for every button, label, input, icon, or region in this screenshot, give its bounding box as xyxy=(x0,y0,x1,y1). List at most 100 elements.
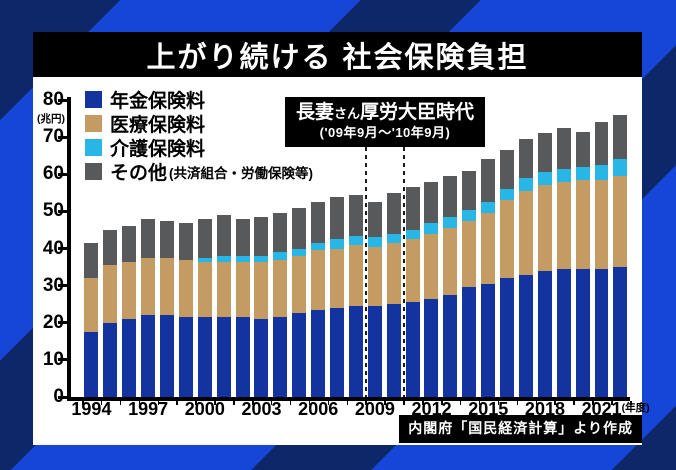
bar-2000-segment xyxy=(197,317,212,397)
bar-2020-segment xyxy=(575,179,590,269)
bar-2016-segment xyxy=(500,278,515,397)
bar-2020-segment xyxy=(575,166,590,180)
page-title: 上がり続ける 社会保険負担 xyxy=(146,41,529,74)
bar-2003-segment xyxy=(254,255,269,262)
bar-1998-segment xyxy=(160,315,174,397)
bar-2010-segment xyxy=(386,192,401,234)
bar-2013-segment xyxy=(443,176,458,217)
bar-slot-2007 xyxy=(328,100,347,397)
bar-slot-2005 xyxy=(290,100,309,397)
bar-2004-segment xyxy=(273,252,288,260)
bar-slot-1999 xyxy=(176,100,195,397)
bar-2015 xyxy=(481,159,496,397)
bar-2013-segment xyxy=(443,228,458,295)
bar-2007 xyxy=(330,196,344,397)
bar-2009-segment xyxy=(367,237,382,247)
bar-2014-segment xyxy=(462,209,477,221)
bar-2009 xyxy=(367,202,382,397)
bar-2007-segment xyxy=(330,196,344,240)
bar-2012-segment xyxy=(424,298,439,397)
bar-2002-segment xyxy=(235,317,250,397)
bar-2015-segment xyxy=(481,213,496,284)
bar-2006-segment xyxy=(311,242,326,251)
bar-2002 xyxy=(235,218,250,397)
bar-2017 xyxy=(518,139,533,397)
bar-2012-segment xyxy=(424,222,439,234)
bar-1994-segment xyxy=(84,332,99,397)
x-tick xyxy=(592,400,594,405)
bar-2016-segment xyxy=(500,150,515,190)
bar-2007-segment xyxy=(330,248,344,308)
x-tick xyxy=(365,400,367,405)
y-axis-unit: (兆円) xyxy=(37,113,65,125)
bar-2018-segment xyxy=(537,172,552,186)
bar-2006-segment xyxy=(311,309,326,397)
bar-2021-segment xyxy=(594,179,609,269)
y-tick-label-0: 0 xyxy=(53,386,64,407)
bar-1999 xyxy=(178,222,193,397)
bar-2022-segment xyxy=(613,159,628,177)
legend-label-nursing: 介護保険料 xyxy=(110,139,206,160)
bar-2005-segment xyxy=(292,248,307,256)
bar-1995 xyxy=(103,229,118,397)
x-label-1994: 1994 xyxy=(71,399,112,419)
x-tick xyxy=(195,400,197,405)
x-tick xyxy=(573,400,575,405)
y-axis-line xyxy=(67,97,71,400)
bars-area xyxy=(70,100,630,397)
bar-2013-segment xyxy=(443,216,458,229)
x-tick xyxy=(611,400,613,405)
x-tick xyxy=(403,400,405,405)
bar-2009-segment xyxy=(367,306,382,397)
bar-2008-segment xyxy=(348,244,363,307)
y-tick-label-30: 30 xyxy=(42,274,64,296)
bar-1995-segment xyxy=(103,265,118,323)
bar-2003 xyxy=(254,216,269,397)
bar-2017-segment xyxy=(518,177,533,191)
x-tick xyxy=(214,400,216,405)
bar-2019 xyxy=(556,127,571,397)
bar-2017-segment xyxy=(518,139,533,178)
y-tick-label-70: 70 xyxy=(42,126,64,148)
bar-2008-segment xyxy=(348,235,363,245)
bar-1997 xyxy=(141,218,156,397)
bar-2000-segment xyxy=(197,218,212,258)
bar-1995-segment xyxy=(103,322,118,397)
bar-2018-segment xyxy=(537,133,552,173)
legend-swatch-other xyxy=(85,163,102,180)
bar-2001-segment xyxy=(216,215,231,256)
bar-2015-segment xyxy=(481,159,496,203)
bar-slot-2012 xyxy=(422,100,441,397)
bar-slot-2004 xyxy=(271,100,290,397)
bar-2014-segment xyxy=(462,287,477,397)
y-tick-10 xyxy=(58,358,68,362)
y-tick-60 xyxy=(58,172,68,176)
bar-2022-segment xyxy=(613,176,628,268)
bar-1994-segment xyxy=(84,242,99,279)
bar-slot-2019 xyxy=(554,100,573,397)
bar-1997-segment xyxy=(141,257,156,316)
x-label-2006: 2006 xyxy=(298,399,339,419)
bar-2011-segment xyxy=(405,302,420,397)
legend-swatch-nursing xyxy=(85,139,102,156)
bar-2001-segment xyxy=(216,255,231,262)
bar-slot-2015 xyxy=(479,100,498,397)
bar-2003-segment xyxy=(254,216,269,256)
x-tick xyxy=(516,400,519,405)
annotation-title: 長妻さん厚労大臣時代 xyxy=(295,102,475,123)
x-tick xyxy=(459,400,462,405)
bar-slot-1994 xyxy=(82,100,101,397)
y-tick-30 xyxy=(58,284,68,288)
bar-2012 xyxy=(424,181,439,397)
bar-2018 xyxy=(537,133,552,397)
bar-2011-segment xyxy=(405,187,420,230)
annotation-period: ('09年9月～'10年9月) xyxy=(319,125,451,140)
bar-slot-2021 xyxy=(592,100,611,397)
bar-2006 xyxy=(311,202,326,397)
bar-2011-segment xyxy=(405,229,420,240)
bar-slot-2003 xyxy=(252,100,271,397)
bar-slot-1997 xyxy=(139,100,158,397)
x-label-2003: 2003 xyxy=(241,399,282,419)
x-tick xyxy=(233,400,235,405)
